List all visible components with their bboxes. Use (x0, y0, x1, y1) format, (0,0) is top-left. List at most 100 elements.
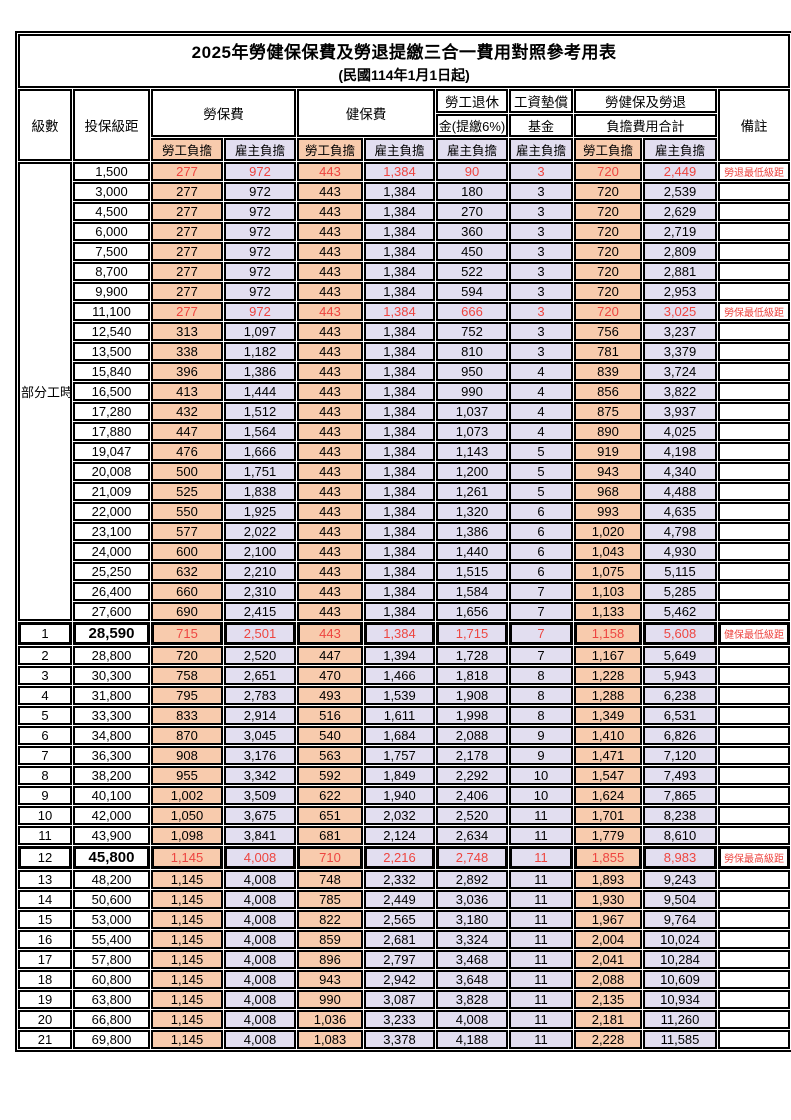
value-cell-wage-fund-employer: 3 (509, 302, 573, 321)
value-cell-wage-fund-employer: 11 (509, 1030, 573, 1049)
value-cell-labor-insurance-employee: 277 (151, 282, 223, 301)
value-cell-health-insurance-employee: 1,036 (297, 1010, 363, 1029)
value-cell-health-insurance-employee: 443 (297, 322, 363, 341)
value-cell-wage-fund-employer: 10 (509, 766, 573, 785)
value-cell-total-employer: 3,937 (643, 402, 717, 421)
bracket-cell: 55,400 (73, 930, 150, 949)
value-cell-total-employee: 839 (574, 362, 642, 381)
value-cell-wage-fund-employer: 3 (509, 162, 573, 181)
value-cell-labor-insurance-employer: 972 (224, 302, 296, 321)
value-cell-pension-employer: 950 (436, 362, 508, 381)
bracket-cell: 36,300 (73, 746, 150, 765)
table-row: 12,540 313 1,097 443 1,384 752 3 756 3,237 (18, 322, 791, 341)
value-cell-total-employer: 3,237 (643, 322, 717, 341)
value-cell-labor-insurance-employer: 1,097 (224, 322, 296, 341)
table-row: 17,880 447 1,564 443 1,384 1,073 4 890 4,025 (18, 422, 791, 441)
value-cell-pension-employer: 2,520 (436, 806, 508, 825)
header-wage-fund-line1: 工資墊償 (509, 89, 573, 113)
value-cell-health-insurance-employee: 447 (297, 646, 363, 665)
value-cell-total-employer: 10,284 (643, 950, 717, 969)
value-cell-total-employer: 5,285 (643, 582, 717, 601)
value-cell-pension-employer: 1,320 (436, 502, 508, 521)
value-cell-total-employer: 5,608 (643, 622, 717, 645)
value-cell-pension-employer: 3,180 (436, 910, 508, 929)
subheader-wage-fund-employer: 雇主負擔 (509, 138, 573, 161)
value-cell-total-employer: 2,629 (643, 202, 717, 221)
table-row: 2 28,800 720 2,520 447 1,394 1,728 7 1,167 5,649 (18, 646, 791, 665)
value-cell-wage-fund-employer: 5 (509, 462, 573, 481)
subheader-total-employer: 雇主負擔 (643, 138, 717, 161)
value-cell-total-employer: 6,238 (643, 686, 717, 705)
value-cell-wage-fund-employer: 11 (509, 910, 573, 929)
value-cell-total-employer: 2,719 (643, 222, 717, 241)
value-cell-labor-insurance-employee: 277 (151, 222, 223, 241)
value-cell-labor-insurance-employer: 1,925 (224, 502, 296, 521)
value-cell-labor-insurance-employer: 4,008 (224, 990, 296, 1009)
value-cell-wage-fund-employer: 3 (509, 222, 573, 241)
value-cell-total-employee: 720 (574, 302, 642, 321)
value-cell-labor-insurance-employer: 2,310 (224, 582, 296, 601)
subheader-total-employee: 勞工負擔 (574, 138, 642, 161)
value-cell-total-employer: 9,504 (643, 890, 717, 909)
value-cell-pension-employer: 450 (436, 242, 508, 261)
bracket-cell: 7,500 (73, 242, 150, 261)
bracket-cell: 33,300 (73, 706, 150, 725)
value-cell-health-insurance-employee: 443 (297, 342, 363, 361)
table-body: 部分工時 1,500 277 972 443 1,384 90 3 720 2,449 勞退最低級距… (18, 162, 791, 1049)
value-cell-pension-employer: 666 (436, 302, 508, 321)
value-cell-health-insurance-employer: 1,384 (364, 242, 435, 261)
page-subtitle: (民國114年1月1日起) (338, 66, 470, 83)
value-cell-health-insurance-employee: 443 (297, 382, 363, 401)
value-cell-total-employer: 11,260 (643, 1010, 717, 1029)
value-cell-labor-insurance-employer: 972 (224, 262, 296, 281)
bracket-cell: 3,000 (73, 182, 150, 201)
level-cell: 4 (18, 686, 72, 705)
value-cell-labor-insurance-employee: 955 (151, 766, 223, 785)
value-cell-total-employee: 993 (574, 502, 642, 521)
remark-cell (718, 222, 791, 241)
bracket-cell: 27,600 (73, 602, 150, 621)
value-cell-wage-fund-employer: 3 (509, 202, 573, 221)
value-cell-pension-employer: 594 (436, 282, 508, 301)
value-cell-health-insurance-employee: 822 (297, 910, 363, 929)
value-cell-pension-employer: 752 (436, 322, 508, 341)
value-cell-labor-insurance-employee: 277 (151, 262, 223, 281)
value-cell-labor-insurance-employee: 1,145 (151, 1010, 223, 1029)
remark-cell (718, 582, 791, 601)
value-cell-wage-fund-employer: 11 (509, 1010, 573, 1029)
table-row: 27,600 690 2,415 443 1,384 1,656 7 1,133 5,462 (18, 602, 791, 621)
remark-cell (718, 362, 791, 381)
value-cell-total-employee: 1,043 (574, 542, 642, 561)
value-cell-labor-insurance-employee: 1,145 (151, 930, 223, 949)
bracket-cell: 13,500 (73, 342, 150, 361)
value-cell-total-employer: 10,024 (643, 930, 717, 949)
value-cell-health-insurance-employer: 1,466 (364, 666, 435, 685)
table-row: 7 36,300 908 3,176 563 1,757 2,178 9 1,471 7,120 (18, 746, 791, 765)
table-row: 11,100 277 972 443 1,384 666 3 720 3,025 勞保最低級距 (18, 302, 791, 321)
value-cell-pension-employer: 990 (436, 382, 508, 401)
value-cell-health-insurance-employer: 1,384 (364, 402, 435, 421)
value-cell-wage-fund-employer: 6 (509, 542, 573, 561)
level-cell: 17 (18, 950, 72, 969)
value-cell-labor-insurance-employee: 1,145 (151, 870, 223, 889)
value-cell-labor-insurance-employer: 1,564 (224, 422, 296, 441)
value-cell-health-insurance-employer: 1,384 (364, 602, 435, 621)
table-row: 8 38,200 955 3,342 592 1,849 2,292 10 1,547 7,493 (18, 766, 791, 785)
bracket-cell: 17,280 (73, 402, 150, 421)
value-cell-health-insurance-employee: 443 (297, 622, 363, 645)
remark-cell (718, 542, 791, 561)
table-row: 26,400 660 2,310 443 1,384 1,584 7 1,103 5,285 (18, 582, 791, 601)
value-cell-total-employer: 11,585 (643, 1030, 717, 1049)
level-cell: 7 (18, 746, 72, 765)
value-cell-health-insurance-employer: 1,757 (364, 746, 435, 765)
remark-cell (718, 746, 791, 765)
table-row: 8,700 277 972 443 1,384 522 3 720 2,881 (18, 262, 791, 281)
value-cell-total-employer: 2,539 (643, 182, 717, 201)
value-cell-labor-insurance-employer: 972 (224, 222, 296, 241)
header-total-line2: 負擔費用合計 (574, 114, 717, 137)
remark-cell (718, 322, 791, 341)
value-cell-wage-fund-employer: 8 (509, 666, 573, 685)
value-cell-wage-fund-employer: 8 (509, 706, 573, 725)
value-cell-pension-employer: 1,143 (436, 442, 508, 461)
value-cell-wage-fund-employer: 11 (509, 890, 573, 909)
